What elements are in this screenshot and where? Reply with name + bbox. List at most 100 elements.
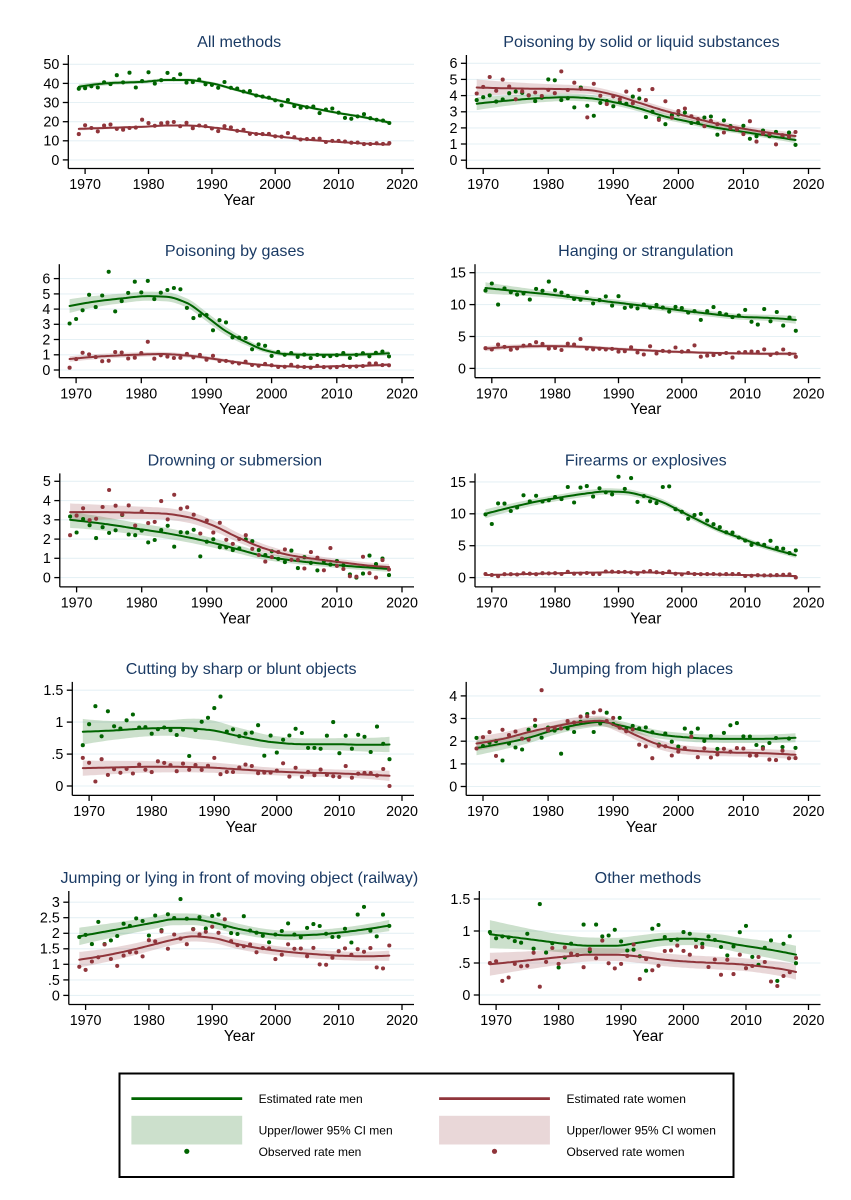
svg-text:0: 0 [42, 363, 50, 379]
svg-text:1.5: 1.5 [450, 892, 470, 908]
svg-text:2020: 2020 [386, 177, 418, 193]
svg-text:Cutting by sharp or blunt obje: Cutting by sharp or blunt objects [126, 660, 357, 678]
svg-text:0: 0 [52, 988, 60, 1004]
svg-text:10: 10 [450, 507, 466, 523]
svg-text:0: 0 [43, 571, 51, 587]
svg-text:1970: 1970 [61, 596, 93, 612]
svg-text:0: 0 [449, 153, 457, 169]
svg-text:1990: 1990 [597, 177, 629, 193]
svg-text:2.5: 2.5 [40, 911, 60, 927]
svg-text:2: 2 [449, 734, 457, 750]
svg-text:2020: 2020 [793, 596, 825, 612]
svg-text:Year: Year [632, 1028, 663, 1045]
svg-text:1980: 1980 [125, 386, 157, 402]
svg-text:20: 20 [43, 115, 59, 131]
svg-text:Year: Year [626, 192, 657, 209]
svg-text:2020: 2020 [793, 1013, 825, 1029]
svg-text:1980: 1980 [532, 804, 564, 820]
svg-text:2010: 2010 [730, 1013, 762, 1029]
svg-text:1: 1 [449, 757, 457, 773]
svg-text:1980: 1980 [532, 177, 564, 193]
svg-text:5: 5 [458, 539, 466, 555]
svg-text:0: 0 [449, 779, 457, 795]
svg-text:Drowning or submersion: Drowning or submersion [148, 451, 322, 469]
svg-text:5: 5 [42, 287, 50, 303]
svg-text:1970: 1970 [69, 177, 101, 193]
svg-text:.5: .5 [51, 747, 63, 763]
svg-text:5: 5 [449, 72, 457, 88]
svg-text:Year: Year [630, 401, 661, 418]
svg-text:15: 15 [450, 475, 466, 491]
svg-text:1: 1 [55, 715, 63, 731]
svg-text:Observed rate women: Observed rate women [567, 1145, 685, 1159]
svg-text:Year: Year [626, 819, 657, 836]
svg-text:1980: 1980 [133, 1013, 165, 1029]
svg-text:1990: 1990 [603, 596, 635, 612]
svg-text:6: 6 [42, 272, 50, 288]
svg-text:Jumping from high places: Jumping from high places [550, 660, 733, 678]
svg-text:Estimated rate women: Estimated rate women [567, 1092, 686, 1106]
svg-text:1970: 1970 [476, 386, 508, 402]
svg-text:1990: 1990 [191, 596, 223, 612]
svg-text:2010: 2010 [727, 804, 759, 820]
svg-text:1970: 1970 [467, 804, 499, 820]
svg-text:2010: 2010 [727, 177, 759, 193]
svg-text:Year: Year [219, 401, 250, 418]
svg-text:1: 1 [462, 924, 470, 940]
svg-text:3: 3 [449, 711, 457, 727]
svg-text:4: 4 [449, 89, 457, 105]
svg-text:2: 2 [43, 532, 51, 548]
svg-text:1970: 1970 [476, 596, 508, 612]
svg-text:2000: 2000 [256, 596, 288, 612]
svg-text:3: 3 [43, 513, 51, 529]
svg-text:2: 2 [42, 332, 50, 348]
svg-text:10: 10 [43, 134, 59, 150]
svg-text:40: 40 [43, 76, 59, 92]
svg-text:2000: 2000 [662, 177, 694, 193]
svg-text:0: 0 [51, 153, 59, 169]
svg-text:2010: 2010 [323, 177, 355, 193]
svg-text:2020: 2020 [793, 804, 825, 820]
svg-text:0: 0 [462, 988, 470, 1004]
svg-text:Observed rate men: Observed rate men [259, 1145, 362, 1159]
svg-text:1970: 1970 [60, 386, 92, 402]
svg-text:1980: 1980 [126, 596, 158, 612]
svg-text:2000: 2000 [261, 804, 293, 820]
svg-text:1.5: 1.5 [40, 942, 60, 958]
svg-text:2000: 2000 [256, 386, 288, 402]
svg-text:1990: 1990 [198, 804, 230, 820]
svg-text:3: 3 [52, 895, 60, 911]
svg-text:1.5: 1.5 [43, 683, 63, 699]
svg-text:2020: 2020 [386, 596, 418, 612]
svg-text:Year: Year [224, 192, 255, 209]
svg-text:1970: 1970 [480, 1013, 512, 1029]
svg-text:2010: 2010 [323, 804, 355, 820]
svg-text:2010: 2010 [321, 596, 353, 612]
svg-text:1: 1 [449, 137, 457, 153]
svg-text:Other methods: Other methods [595, 869, 701, 887]
svg-text:5: 5 [458, 329, 466, 345]
svg-text:4: 4 [42, 302, 50, 318]
svg-text:Jumping or lying in front of m: Jumping or lying in front of moving obje… [61, 869, 419, 887]
svg-text:2000: 2000 [666, 596, 698, 612]
svg-text:2000: 2000 [259, 177, 291, 193]
svg-text:1990: 1990 [191, 386, 223, 402]
svg-text:2000: 2000 [662, 804, 694, 820]
svg-text:3: 3 [449, 105, 457, 121]
svg-text:1980: 1980 [136, 804, 168, 820]
svg-text:2020: 2020 [386, 386, 418, 402]
svg-text:.5: .5 [458, 956, 470, 972]
svg-text:2020: 2020 [386, 1013, 418, 1029]
svg-text:15: 15 [450, 266, 466, 282]
svg-text:Year: Year [219, 610, 250, 627]
svg-text:1970: 1970 [73, 804, 105, 820]
svg-text:1: 1 [43, 551, 51, 567]
svg-text:0: 0 [458, 571, 466, 587]
svg-text:4: 4 [43, 494, 51, 510]
svg-text:1980: 1980 [133, 177, 165, 193]
svg-text:Year: Year [224, 1028, 255, 1045]
svg-text:2010: 2010 [729, 386, 761, 402]
svg-text:2000: 2000 [666, 386, 698, 402]
svg-text:Upper/lower 95% CI men: Upper/lower 95% CI men [259, 1124, 393, 1138]
svg-text:1: 1 [42, 348, 50, 364]
